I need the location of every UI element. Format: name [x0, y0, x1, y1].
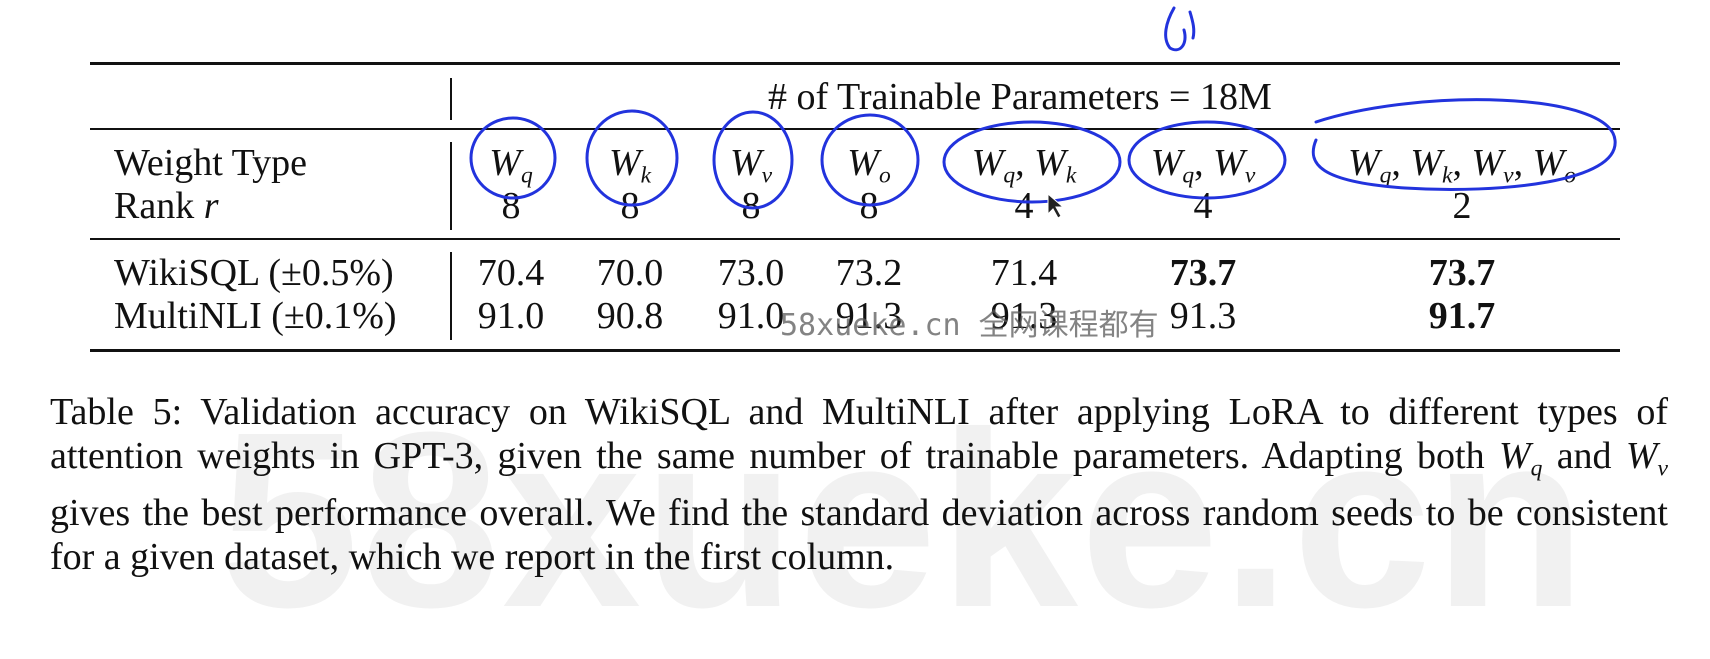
pen-annotations	[469, 6, 1617, 219]
table-top-rule	[90, 62, 1620, 65]
params-header: # of Trainable Parameters = 18M	[768, 76, 1272, 118]
annotation-circle	[1311, 98, 1617, 191]
rank-label-text: Rank	[114, 185, 195, 227]
rank-value: 8	[741, 185, 761, 227]
table-cell: 73.0	[717, 252, 785, 294]
table-cell: 91.3	[1169, 295, 1237, 337]
annotation-circle	[712, 110, 794, 210]
table-cell: 71.4	[990, 252, 1058, 294]
col-weight-wo: Wo	[847, 142, 891, 189]
table-vertical-separator	[450, 78, 452, 120]
annotation-circle	[942, 120, 1122, 204]
annotation-circle	[469, 116, 557, 200]
table-cell-best: 91.7	[1428, 295, 1496, 337]
table-cell: 91.3	[990, 295, 1058, 337]
table-cell: 91.0	[477, 295, 545, 337]
table-cell: 91.0	[717, 295, 785, 337]
table-cell: 91.3	[835, 295, 903, 337]
table-vertical-separator	[450, 252, 452, 340]
row-label-wikisql: WikiSQL (±0.5%)	[114, 252, 394, 294]
background-watermark: 58xueke.cn	[220, 380, 1589, 659]
table-caption: Table 5: Validation accuracy on WikiSQL …	[50, 391, 1668, 578]
cursor-icon	[1047, 192, 1065, 219]
col-weight-wk: Wk	[608, 142, 652, 189]
table-cell-best: 73.7	[1428, 252, 1496, 294]
table-cell: 70.4	[477, 252, 545, 294]
rank-value: 2	[1452, 185, 1472, 227]
row-label-multinli: MultiNLI (±0.1%)	[114, 295, 397, 337]
rank-symbol: r	[203, 185, 219, 227]
annotation-circle	[1127, 120, 1287, 200]
table-cell: 73.2	[835, 252, 903, 294]
table-cell: 70.0	[596, 252, 664, 294]
table-cell: 90.8	[596, 295, 664, 337]
col-weight-wq-wv: Wq, Wv	[1150, 142, 1256, 189]
rank-value: 4	[1014, 185, 1034, 227]
table-mid-rule	[90, 238, 1620, 240]
weight-type-label: Weight Type	[114, 142, 308, 184]
col-weight-wv: Wv	[729, 142, 773, 189]
table-header-rule	[90, 128, 1620, 130]
overlay-watermark: 58xueke.cn 全网课程都有	[780, 308, 1159, 343]
table-cell-best: 73.7	[1169, 252, 1237, 294]
annotation-circle	[820, 113, 920, 207]
table-bottom-rule	[90, 349, 1620, 352]
col-weight-wq: Wq	[489, 142, 533, 189]
col-weight-wq-wk: Wq, Wk	[971, 142, 1077, 189]
rank-label: Rank r	[114, 187, 219, 225]
annotation-circle	[585, 109, 679, 207]
table-vertical-separator	[450, 142, 452, 230]
annotation-scribble	[1164, 6, 1196, 52]
